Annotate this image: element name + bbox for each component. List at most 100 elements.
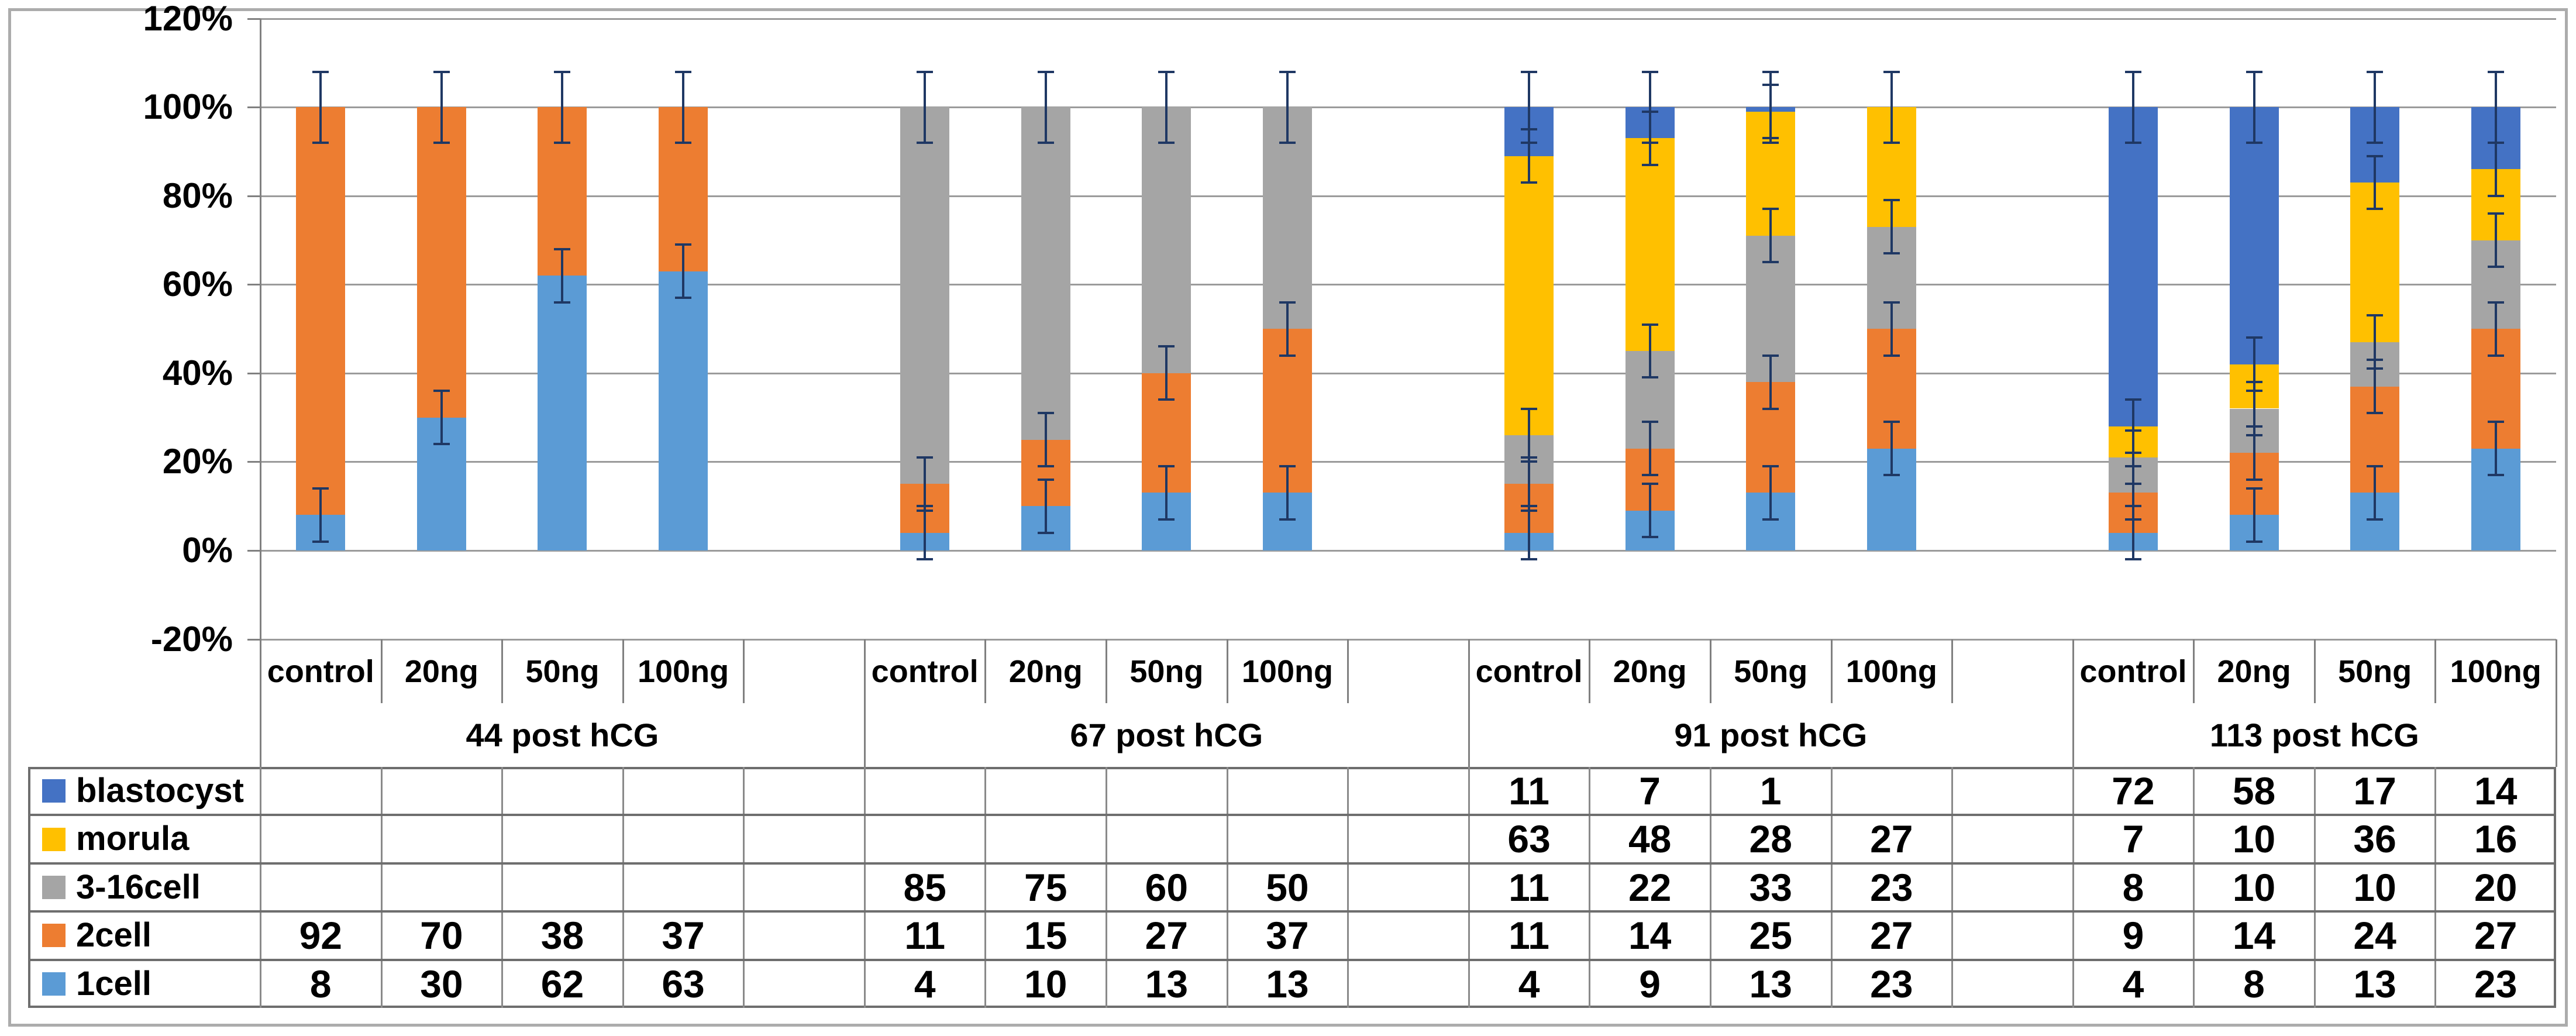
error-bar-cap [554,141,571,144]
error-bar-cap [2124,518,2141,521]
category-tick [1709,639,1711,703]
category-tick [2313,639,2316,703]
error-bar-cap [1279,354,1296,357]
table-cell [260,815,381,863]
error-bar-line [2374,315,2377,369]
error-bar-cap [554,301,571,304]
error-bar-line [319,71,322,143]
error-bar-cap [2124,70,2141,73]
table-column-line [260,767,261,1008]
table-cell: 85 [903,865,946,909]
y-axis-line [260,18,261,639]
error-bar-cap [1641,376,1658,379]
error-bar-cap [1762,518,1779,521]
category-label: 50ng [525,654,600,689]
error-bar-line [561,71,564,143]
error-bar-cap [1883,70,1900,73]
error-bar-line [440,71,443,143]
table-row-line [28,814,2556,817]
table-cell [623,863,744,911]
error-bar-cap [2124,398,2141,401]
table-cell: 22 [1628,865,1672,909]
bar-segment-2cell [416,107,466,418]
error-bar-cap [2487,301,2504,304]
table-cell [260,863,381,911]
table-cell: 27 [2474,914,2518,958]
group-separator-line [863,639,866,767]
table-column-line [1468,767,1470,1008]
table-row-line [28,862,2556,865]
table-cell: 13 [1145,962,1189,1006]
table-column-line [1106,767,1108,1008]
error-bar-line [1165,466,1168,519]
error-bar-cap [1158,518,1175,521]
table-cell [502,767,623,815]
error-bar-cap [2246,336,2262,339]
table-cell [381,815,502,863]
error-bar-line [1769,209,1772,263]
error-bar-cap [312,487,329,490]
table-cell: 72 [2112,769,2155,813]
error-bar-cap [433,443,450,446]
error-bar-cap [312,141,329,144]
error-bar-line [2253,382,2255,435]
error-bar-line [2131,400,2134,453]
category-label: 50ng [1129,654,1204,689]
error-bar-line [2253,338,2255,391]
table-column-line [2072,767,2074,1008]
error-bar-cap [1037,412,1054,415]
table-cell: 11 [1509,769,1549,813]
table-column-line [863,767,866,1008]
category-tick [622,639,624,703]
y-axis-tick [247,461,260,463]
error-bar-cap [1521,181,1538,184]
error-bar-cap [1279,465,1296,468]
bar-segment-3-16cell [1021,107,1070,440]
error-bar-cap [917,456,934,459]
y-axis-label: 60% [162,264,233,304]
table-cell: 62 [540,962,584,1006]
group-separator-line [2556,639,2557,767]
table-cell: 27 [1870,817,1913,861]
table-cell: 25 [1749,914,1792,958]
category-tick [1830,639,1833,703]
table-cell: 14 [2474,769,2518,813]
table-cell: 4 [2122,962,2144,1006]
error-bar-cap [1762,141,1779,144]
error-bar-cap [675,70,692,73]
category-tick [2193,639,2195,703]
table-cell: 20 [2474,865,2518,909]
error-bar-line [1769,466,1772,519]
table-cell: 13 [1749,962,1792,1006]
table-row-label: blastocyst [76,772,244,810]
category-label: control [267,654,374,689]
table-cell: 14 [1628,914,1672,958]
y-axis-tick [247,638,260,641]
error-bar-cap [433,70,450,73]
table-cell: 23 [2474,962,2518,1006]
error-bar-cap [2367,70,2384,73]
error-bar-cap [2367,465,2384,468]
error-bar-line [1769,71,1772,143]
error-bar-cap [2124,558,2141,561]
error-bar-cap [2246,487,2262,490]
table-cell: 17 [2353,769,2396,813]
table-cell: 37 [662,914,705,958]
table-cell: 10 [2232,865,2276,909]
category-tick [1347,639,1349,703]
table-cell [1106,815,1227,863]
error-bar-line [1044,479,1047,533]
table-cell [260,767,381,815]
table-column-line [1347,767,1349,1008]
table-cell: 27 [1145,914,1189,958]
bar-segment-3-16cell [1142,107,1191,373]
category-label: control [871,654,979,689]
error-bar-cap [312,70,329,73]
y-axis-label: 20% [162,442,233,481]
error-bar-cap [1641,141,1658,144]
legend-swatch-3-16cell [42,876,66,899]
error-bar-line [1528,129,1531,183]
table-cell [985,767,1106,815]
bar-segment-blastocyst [2108,107,2158,426]
legend-swatch-2cell [42,924,66,948]
